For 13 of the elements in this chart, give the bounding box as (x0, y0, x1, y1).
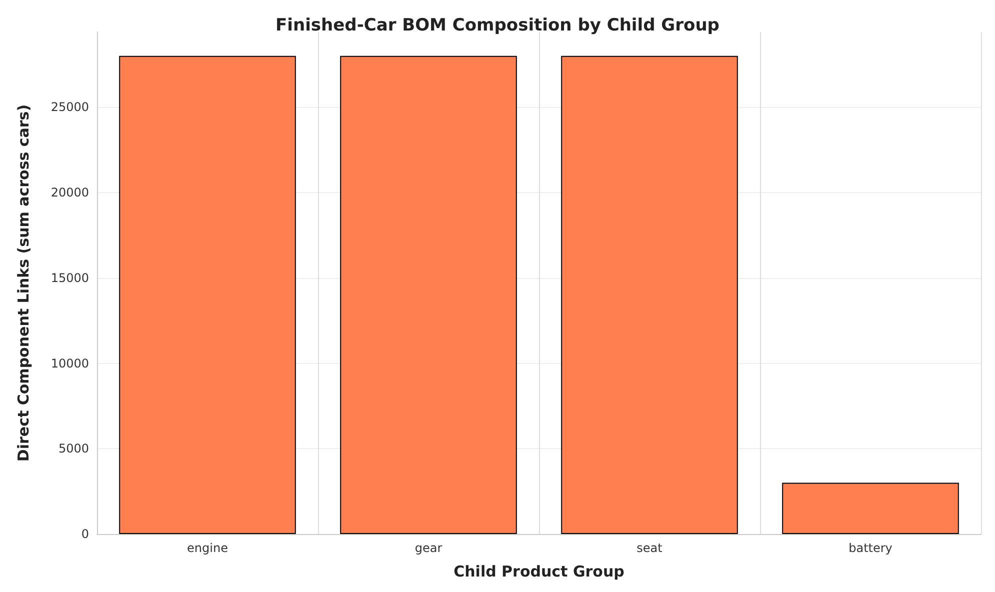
x-tick-label: battery (848, 541, 892, 555)
chart-title: Finished-Car BOM Composition by Child Group (276, 16, 720, 36)
x-tick-label: seat (636, 541, 663, 555)
x-tick-label: gear (414, 541, 442, 555)
y-tick-label: 20000 (50, 186, 89, 200)
x-tick-label: engine (187, 541, 228, 555)
x-axis-title: Child Product Group (454, 562, 625, 580)
y-tick-label: 15000 (50, 270, 89, 285)
y-tick-label: 0 (81, 527, 89, 541)
y-tick-label: 10000 (50, 356, 89, 370)
y-axis-title: Direct Component Links (sum across cars) (14, 104, 32, 462)
y-tick-label: 5000 (58, 442, 89, 456)
y-tick-label: 25000 (50, 100, 89, 114)
